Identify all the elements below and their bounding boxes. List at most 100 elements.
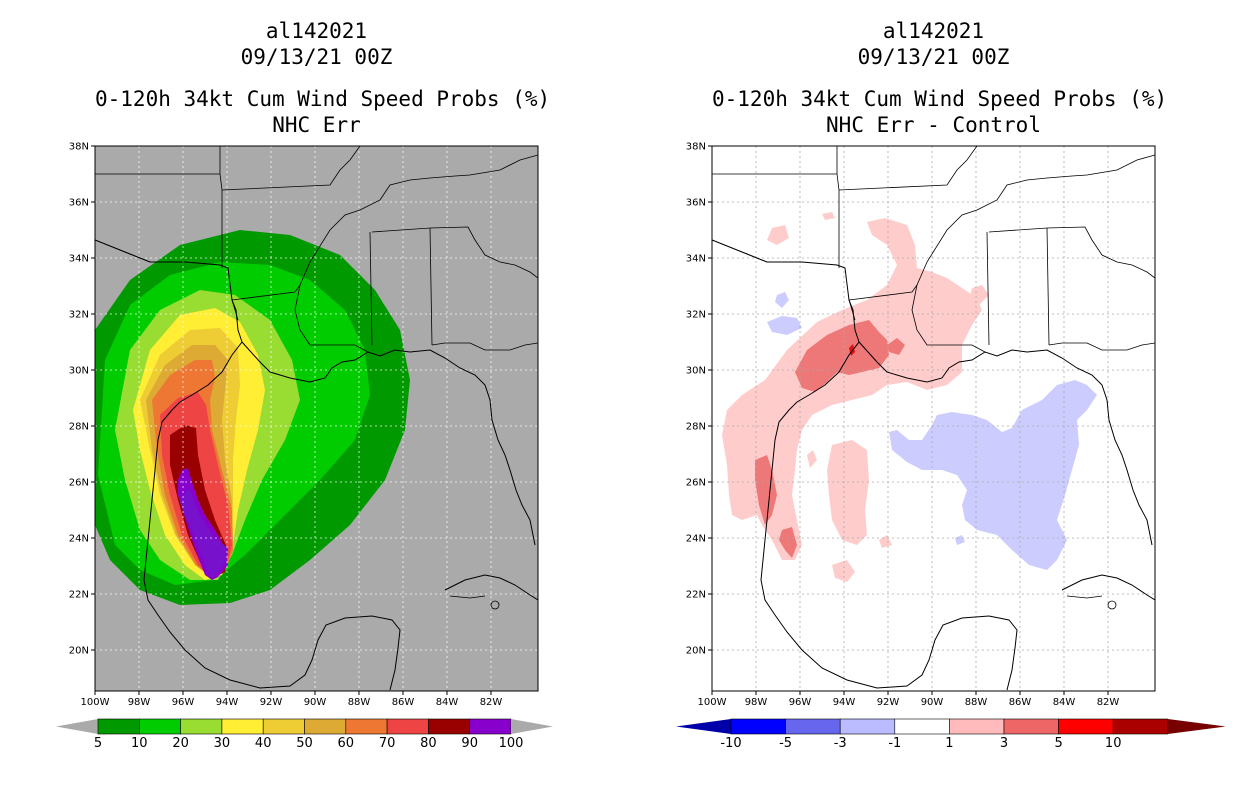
lon-tick-label: 82W: [1097, 697, 1120, 708]
product-name: 0-120h 34kt Cum Wind Speed Probs (%): [712, 87, 1168, 111]
left-colorbar: 5 10 20 30 40 50 60 70 80 90 100: [56, 718, 553, 751]
lat-tick-label: 28N: [686, 422, 706, 433]
colorbar-swatch: [1003, 718, 1059, 735]
colorbar-label: 90: [461, 736, 478, 751]
colorbar-label: 80: [420, 736, 437, 751]
left-map-panel: [94, 145, 539, 692]
probability-shading: [95, 230, 410, 605]
colorbar-swatch: [730, 718, 786, 735]
colorbar-label: 70: [379, 736, 396, 751]
colorbar-swatch: [304, 718, 347, 735]
grid-lines: [95, 146, 538, 691]
colorbar-swatch: [97, 718, 140, 735]
colorbar-label: 10: [1105, 736, 1122, 751]
colorbar-label: 30: [214, 736, 231, 751]
lon-tick-label: 96W: [789, 697, 812, 708]
colorbar-upper-extension: [511, 719, 553, 734]
init-time: 09/13/21 00Z: [857, 45, 1010, 69]
lon-tick-label: 86W: [1009, 697, 1032, 708]
init-time: 09/13/21 00Z: [240, 45, 393, 69]
lat-tick-label: 34N: [69, 254, 89, 265]
right-map-panel: [711, 145, 1156, 692]
lon-tick-label: 88W: [965, 697, 988, 708]
colorbar-swatch: [221, 718, 264, 735]
lon-tick-label: 88W: [348, 697, 371, 708]
storm-id: al142021: [882, 19, 985, 43]
lon-tick-label: 90W: [921, 697, 944, 708]
colorbar-label: 5: [1054, 736, 1062, 751]
lon-tick-label: 96W: [172, 697, 195, 708]
right-map-axes: 38N 36N 34N 32N 30N 28N 26N 24N 22N 20N 100W 98W 96W…: [686, 142, 1120, 709]
lon-tick-label: 92W: [260, 697, 283, 708]
lon-tick-label: 94W: [833, 697, 856, 708]
lon-tick-label: 100W: [81, 697, 110, 708]
colorbar-swatch: [1112, 718, 1169, 735]
colorbar-swatch: [262, 718, 305, 735]
colorbar-label: 3: [1000, 736, 1008, 751]
lat-tick-label: 26N: [686, 478, 706, 489]
right-colorbar: -10 -5 -3 -1 1 3 5 10: [676, 718, 1226, 751]
colorbar-label: 5: [94, 736, 102, 751]
panel-subtitle: NHC Err: [272, 113, 361, 137]
lat-tick-label: 22N: [686, 590, 706, 601]
colorbar-swatch: [180, 718, 223, 735]
colorbar-swatch: [839, 718, 896, 735]
lon-tick-label: 92W: [877, 697, 900, 708]
lon-tick-label: 84W: [1053, 697, 1076, 708]
colorbar-swatch: [949, 718, 1005, 735]
colorbar-label: 10: [131, 736, 148, 751]
colorbar-lower-extension: [56, 719, 98, 734]
lon-tick-label: 90W: [304, 697, 327, 708]
lon-tick-label: 82W: [480, 697, 503, 708]
lat-tick-label: 32N: [69, 310, 89, 321]
lat-tick-label: 30N: [686, 366, 706, 377]
colorbar-label: -10: [720, 736, 741, 751]
lat-tick-label: 24N: [686, 534, 706, 545]
lon-tick-label: 84W: [436, 697, 459, 708]
lon-tick-label: 94W: [216, 697, 239, 708]
colorbar-swatch: [386, 718, 429, 735]
lat-tick-label: 30N: [69, 366, 89, 377]
product-name: 0-120h 34kt Cum Wind Speed Probs (%): [95, 87, 551, 111]
difference-shading: [722, 212, 1097, 582]
lat-tick-label: 22N: [69, 590, 89, 601]
colorbar-swatch: [139, 718, 181, 735]
lat-tick-label: 38N: [686, 142, 706, 153]
lat-tick-label: 38N: [69, 142, 89, 153]
grid-lines: [712, 146, 1155, 691]
right-map-title: al142021 09/13/21 00Z 0-120h 34kt Cum Wi…: [712, 18, 1168, 138]
lon-tick-label: 86W: [392, 697, 415, 708]
colorbar-swatch: [785, 718, 841, 735]
lat-tick-label: 20N: [69, 646, 89, 657]
colorbar-label: -3: [834, 736, 847, 751]
colorbar-label: 60: [338, 736, 355, 751]
colorbar-label: 50: [296, 736, 313, 751]
colorbar-swatch: [894, 718, 950, 735]
lat-tick-label: 20N: [686, 646, 706, 657]
colorbar-label: -5: [779, 736, 792, 751]
colorbar-label: 20: [172, 736, 189, 751]
left-map-title: al142021 09/13/21 00Z 0-120h 34kt Cum Wi…: [95, 18, 551, 138]
lon-tick-label: 100W: [698, 697, 727, 708]
lat-tick-label: 32N: [686, 310, 706, 321]
lon-tick-label: 98W: [745, 697, 768, 708]
lat-tick-label: 26N: [69, 478, 89, 489]
panel-subtitle: NHC Err - Control: [826, 113, 1041, 137]
lat-tick-label: 24N: [69, 534, 89, 545]
left-map-axes: 38N 36N 34N 32N 30N 28N 26N 24N 22N 20N 100W 98W 96W…: [69, 142, 503, 709]
colorbar-swatch: [469, 718, 512, 735]
colorbar-label: -1: [888, 736, 901, 751]
colorbar-upper-extension: [1167, 719, 1226, 734]
lat-tick-label: 28N: [69, 422, 89, 433]
lon-tick-label: 98W: [128, 697, 151, 708]
colorbar-label: 100: [499, 736, 524, 751]
colorbar-swatch: [428, 718, 470, 735]
colorbar-label: 40: [255, 736, 272, 751]
colorbar-swatch: [345, 718, 388, 735]
colorbar-label: 1: [945, 736, 953, 751]
colorbar-lower-extension: [676, 719, 731, 734]
lat-tick-label: 36N: [686, 198, 706, 209]
colorbar-swatch: [1058, 718, 1114, 735]
storm-id: al142021: [265, 19, 368, 43]
